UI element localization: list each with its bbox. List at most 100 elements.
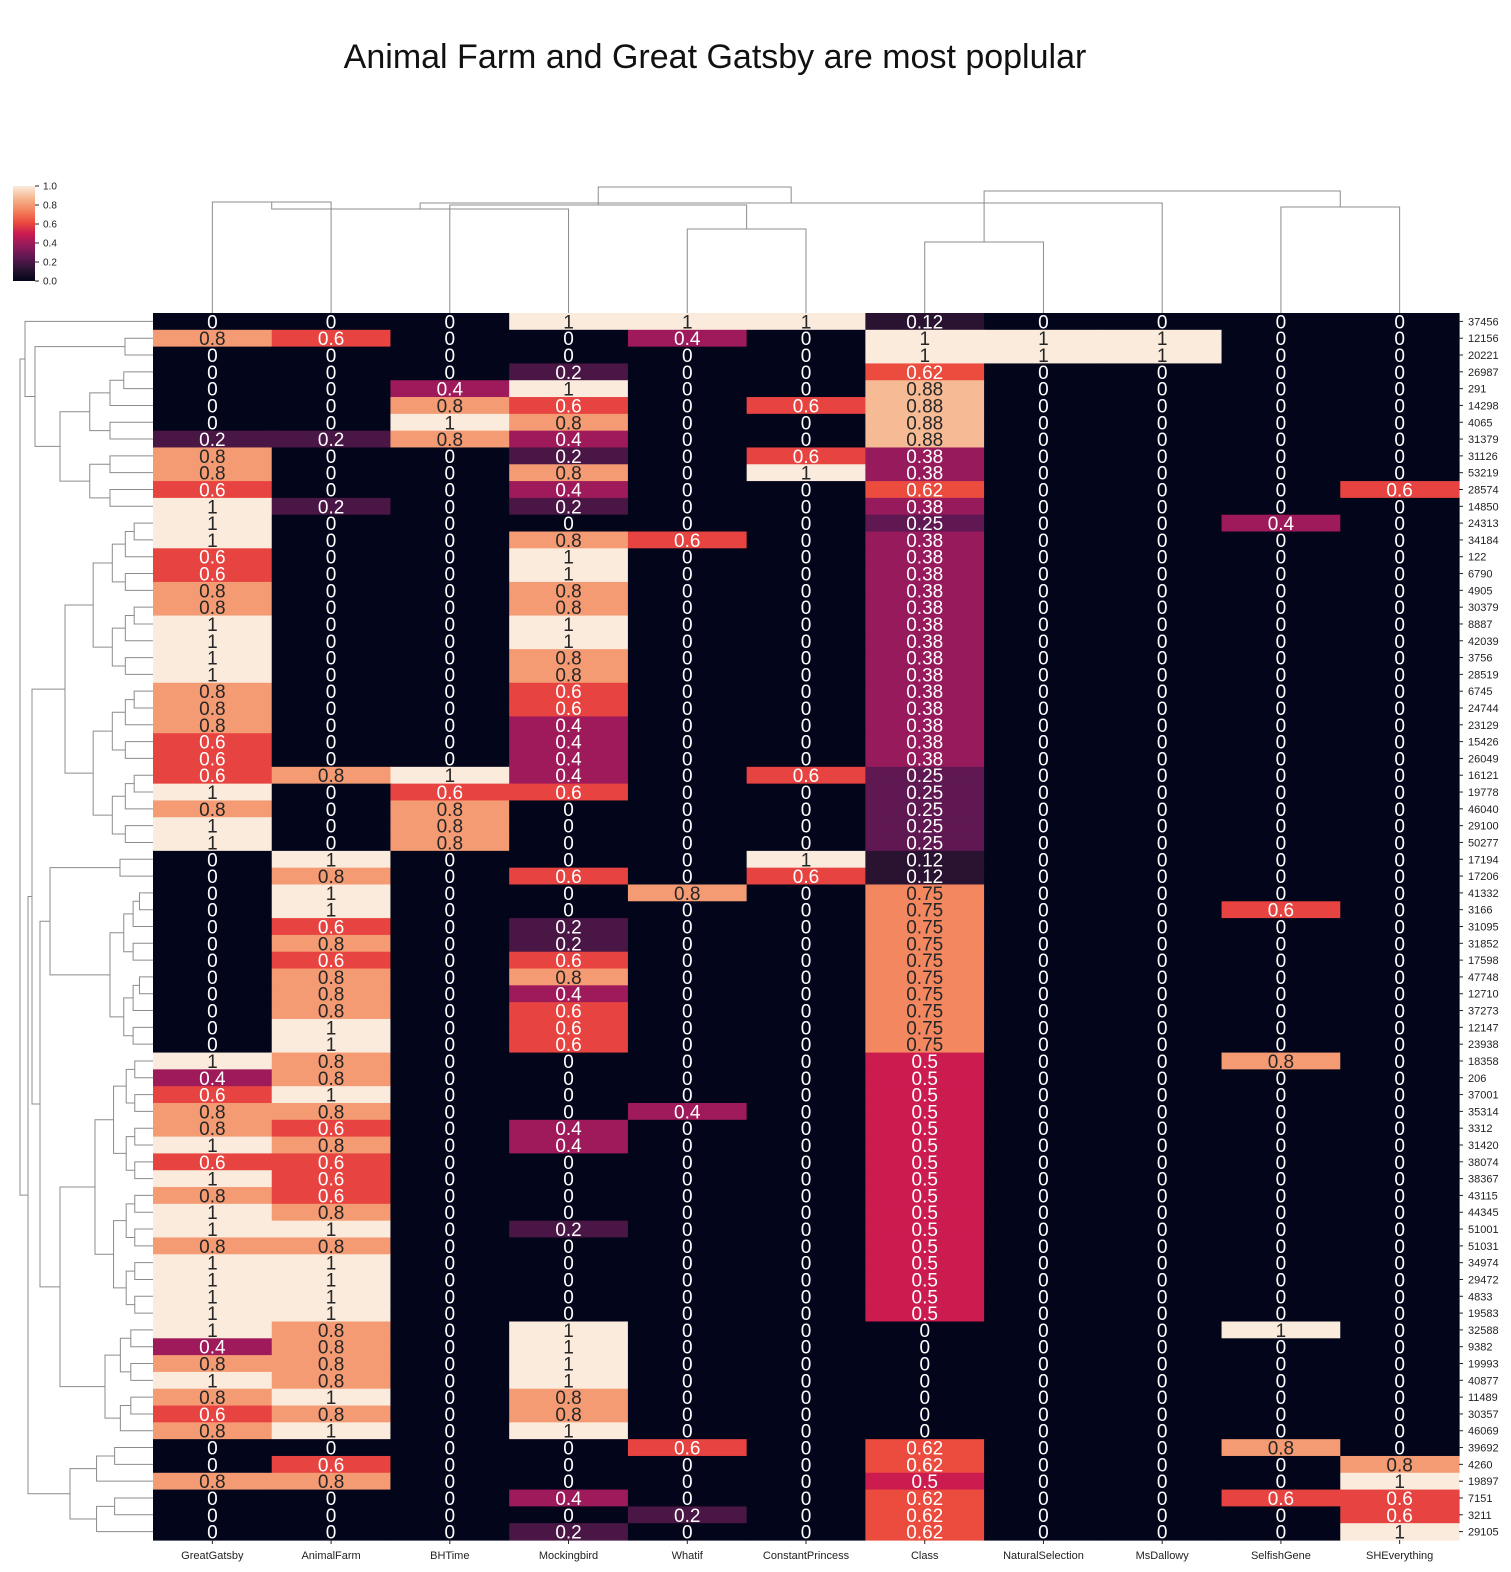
heatmap-cell [1102, 716, 1223, 734]
cell-value-label: 0 [1157, 716, 1168, 737]
heatmap-cell [984, 867, 1104, 886]
heatmap-cell [390, 1388, 510, 1407]
cell-value-label: 0.6 [199, 733, 225, 754]
cell-value-label: 0.6 [318, 951, 344, 972]
heatmap-cell [984, 884, 1104, 902]
heatmap-cell [271, 464, 392, 482]
cell-value-label: 0 [1394, 1237, 1405, 1258]
cell-value-label: 0 [801, 1203, 812, 1224]
heatmap-cell [153, 884, 273, 902]
dendrogram-link [114, 1447, 153, 1465]
cell-value-label: 0 [1157, 1422, 1168, 1443]
heatmap-cell [984, 447, 1104, 465]
heatmap-cell [153, 481, 273, 499]
cell-value-label: 0 [1276, 329, 1287, 350]
cell-value-label: 0 [1394, 817, 1405, 838]
cell-value-label: 1 [326, 1270, 337, 1291]
heatmap-cell [627, 766, 748, 785]
cell-value-label: 0.25 [906, 817, 943, 838]
cell-value-label: 1 [207, 1052, 218, 1073]
cell-value-label: 1 [563, 615, 574, 636]
cell-value-label: 0 [1038, 985, 1049, 1006]
heatmap-cell [1340, 615, 1460, 633]
column-tick-labels: GreatGatsby AnimalFarm BHTime Mockingbird Wh… [181, 1540, 1433, 1562]
cell-value-label: 0 [207, 985, 218, 1006]
cell-value-label: 0 [1276, 1338, 1287, 1359]
cell-value-label: 0.2 [555, 363, 581, 384]
cell-value-label: 0 [445, 1338, 456, 1359]
heatmap-cell [1102, 1170, 1223, 1188]
heatmap-cell [271, 1321, 392, 1339]
row-label: 50277 [1468, 837, 1499, 849]
cell-value-label: 0.6 [199, 565, 225, 586]
dendrogram-link [59, 1186, 105, 1388]
cell-value-label: 0 [445, 1102, 456, 1123]
cell-value-label: 0 [1038, 867, 1049, 888]
cell-value-label: 0 [326, 396, 337, 417]
heatmap-cell [153, 1086, 273, 1104]
heatmap-cell [1221, 1254, 1341, 1272]
cell-value-label: 0 [1038, 1287, 1049, 1308]
heatmap-cell [509, 716, 629, 734]
cell-value-label: 0 [1157, 632, 1168, 653]
heatmap-cell [390, 665, 510, 684]
cell-value-label: 0 [1276, 833, 1287, 854]
cell-value-label: 0 [801, 918, 812, 939]
heatmap-cell [1102, 1086, 1223, 1104]
heatmap-cell [746, 615, 866, 633]
cell-value-label: 0.25 [906, 800, 943, 821]
heatmap-cell [1340, 1338, 1460, 1356]
cell-value-label: 0.6 [199, 766, 225, 787]
cell-value-label: 0 [1157, 1371, 1168, 1392]
cell-value-label: 0 [1157, 867, 1168, 888]
column-label: SHEverything [1366, 1550, 1433, 1562]
heatmap-cell [1102, 750, 1223, 768]
heatmap-cell [390, 1489, 510, 1507]
dendrogram-link [59, 411, 90, 482]
cell-value-label: 0 [1394, 346, 1405, 367]
heatmap-cell [746, 1506, 866, 1524]
dendrogram-link [123, 371, 153, 390]
heatmap-cell [390, 716, 510, 734]
dendrogram-link [124, 741, 153, 759]
heatmap-cell [746, 565, 866, 583]
cell-value-label: 0.4 [555, 480, 582, 501]
heatmap-cell [1340, 1271, 1460, 1289]
heatmap-cell [271, 1304, 392, 1323]
cell-value-label: 0.4 [555, 985, 582, 1006]
row-label: 3166 [1468, 905, 1492, 917]
heatmap-cell [1102, 313, 1223, 331]
heatmap-cell [746, 850, 866, 869]
cell-value-label: 0 [682, 665, 693, 686]
cell-value-label: 0 [1157, 1086, 1168, 1107]
heatmap-cell [153, 1422, 273, 1440]
heatmap-cell [153, 1321, 273, 1339]
heatmap-cell [984, 1052, 1104, 1070]
cell-value-label: 0.6 [1268, 1489, 1294, 1510]
cell-value-label: 0.6 [555, 682, 581, 703]
cell-value-label: 0 [682, 1321, 693, 1342]
heatmap-cell [509, 598, 629, 617]
cell-value-label: 0 [1394, 615, 1405, 636]
cell-value-label: 0 [682, 1018, 693, 1039]
column-label: NaturalSelection [1003, 1550, 1084, 1562]
cell-value-label: 0 [801, 1338, 812, 1359]
heatmap-cell [865, 733, 985, 751]
heatmap-cell [153, 1271, 273, 1289]
cell-value-label: 1 [563, 548, 574, 569]
cell-value-label: 0 [1276, 682, 1287, 703]
heatmap-cell [1221, 430, 1341, 449]
cell-value-label: 0.8 [555, 464, 581, 485]
heatmap-cell [509, 918, 629, 936]
cell-value-label: 0.6 [318, 329, 344, 350]
cell-value-label: 0 [801, 1388, 812, 1409]
cell-value-label: 0 [1038, 312, 1049, 333]
cell-value-label: 0 [1157, 1018, 1168, 1039]
heatmap-cell [1221, 1119, 1341, 1138]
cell-value-label: 0 [1157, 665, 1168, 686]
heatmap-cell [984, 397, 1104, 415]
heatmap-cell [509, 1035, 629, 1054]
cell-value-label: 0 [1276, 1523, 1287, 1544]
heatmap-cell [153, 1102, 273, 1121]
dendrogram-link [119, 1337, 131, 1373]
